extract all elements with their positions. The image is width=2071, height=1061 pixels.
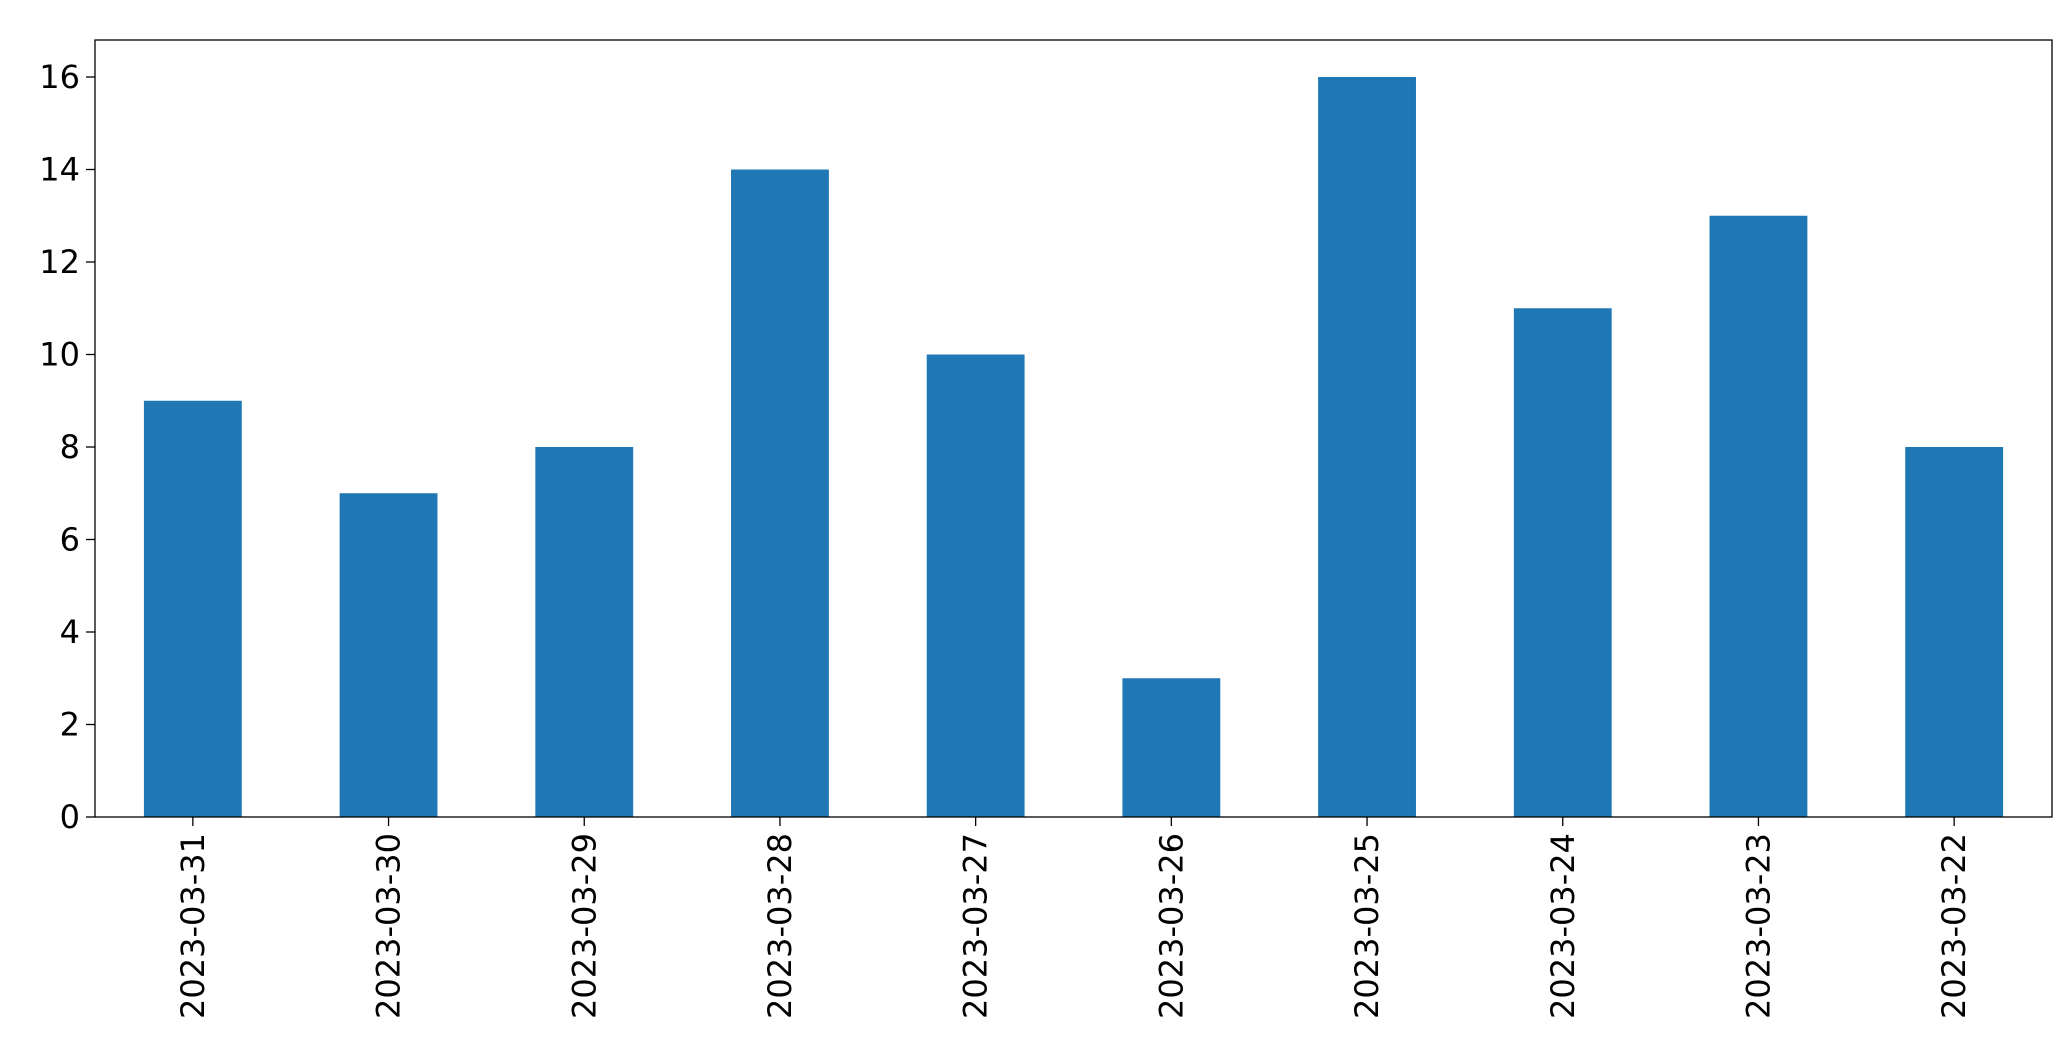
plot-frame	[94, 39, 2053, 818]
y-tick-label: 14	[39, 151, 80, 189]
x-tick-label: 2023-03-29	[565, 833, 603, 1019]
y-tick-label: 4	[60, 613, 80, 651]
x-tick-label: 2023-03-23	[1739, 833, 1777, 1019]
y-tick-label: 10	[39, 336, 80, 374]
x-tick-label: 2023-03-22	[1935, 833, 1973, 1019]
y-tick-label: 8	[60, 428, 80, 466]
x-tick-label: 2023-03-24	[1544, 833, 1582, 1019]
bar	[926, 354, 1025, 817]
bar	[535, 447, 634, 817]
bar	[1513, 308, 1612, 817]
y-tick-label: 0	[60, 798, 80, 836]
bar	[143, 400, 242, 817]
bar	[1318, 77, 1416, 817]
y-tick-label: 2	[60, 706, 80, 744]
bar	[1905, 447, 2004, 817]
bar	[339, 493, 438, 817]
bar	[1709, 215, 1808, 817]
x-tick-label: 2023-03-25	[1348, 833, 1386, 1019]
y-tick-label: 6	[60, 521, 80, 559]
y-tick-label: 16	[39, 58, 80, 96]
x-tick-label: 2023-03-30	[370, 833, 408, 1019]
x-tick-label: 2023-03-27	[957, 833, 995, 1019]
bar	[731, 169, 829, 817]
y-tick-label: 12	[39, 243, 80, 281]
x-tick-label: 2023-03-26	[1152, 833, 1190, 1019]
bar	[1122, 678, 1221, 817]
x-tick-label: 2023-03-28	[761, 833, 799, 1019]
x-tick-label: 2023-03-31	[174, 833, 212, 1019]
